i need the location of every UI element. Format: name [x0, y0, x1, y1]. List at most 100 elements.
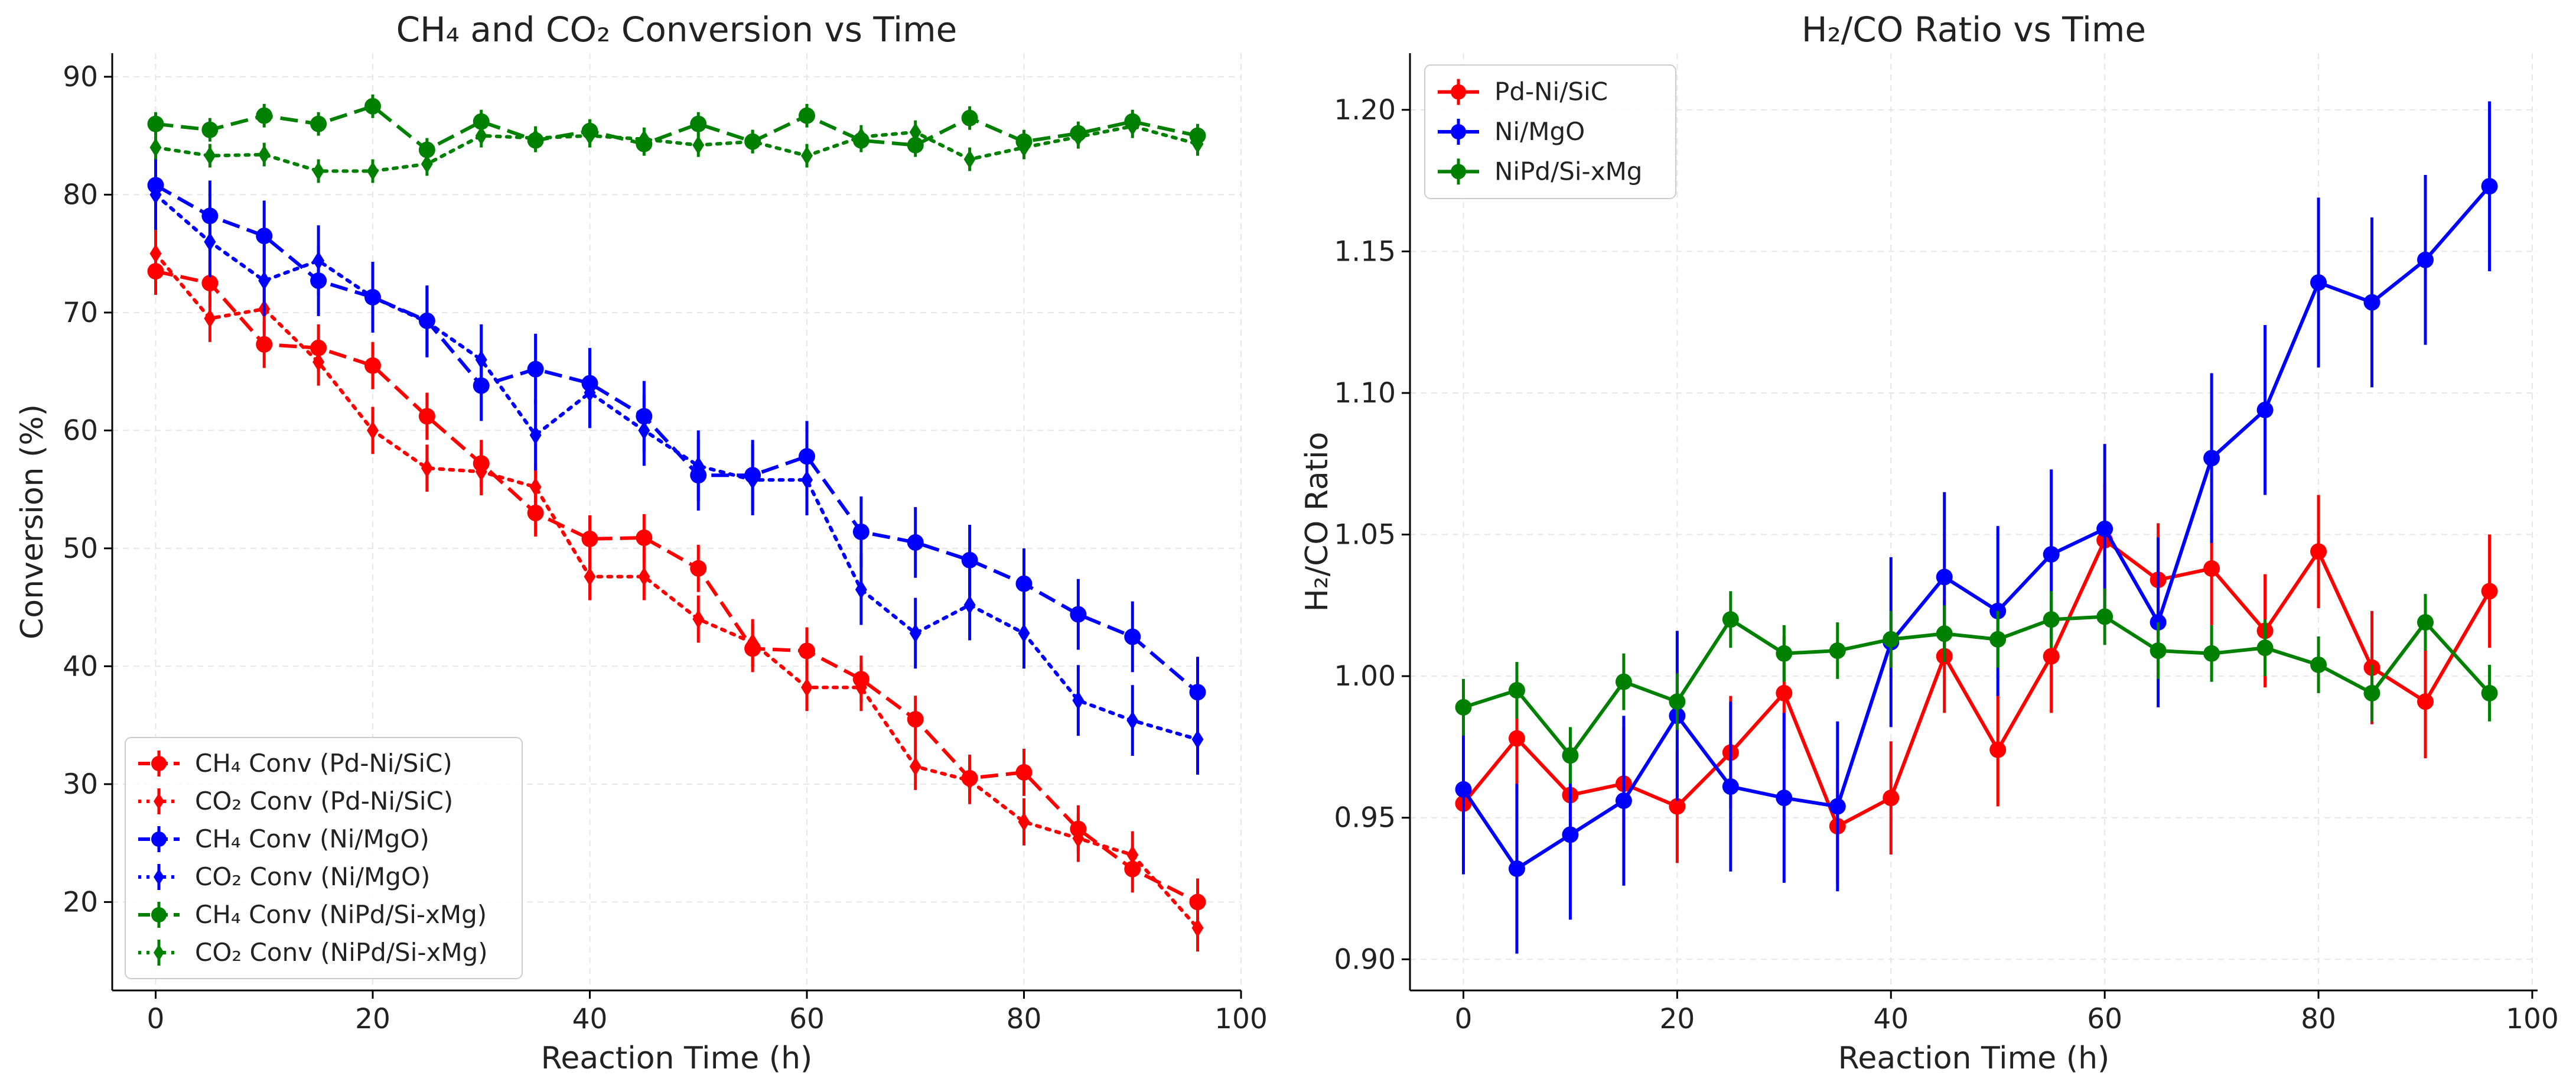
x-tick-label: 20	[1659, 1003, 1695, 1035]
x-tick-label: 20	[355, 1003, 390, 1035]
data-point	[690, 560, 707, 577]
legend-label-pd-ni-sic: Pd-Ni/SiC	[1494, 77, 1608, 106]
data-point	[473, 113, 490, 130]
data-point	[1776, 645, 1793, 662]
y-tick-label: 80	[63, 178, 98, 211]
data-point	[909, 756, 921, 776]
data-point	[909, 623, 921, 643]
y-tick-label: 70	[63, 297, 98, 329]
data-point	[584, 383, 596, 402]
x-tick-label: 0	[147, 1003, 165, 1035]
legend: CH₄ Conv (Pd-Ni/SiC) CO₂ Conv (Pd-Ni/SiC)…	[125, 737, 523, 979]
x-tick-label: 40	[1873, 1003, 1909, 1035]
data-point	[421, 459, 433, 478]
data-point	[1776, 684, 1793, 701]
data-point	[1615, 673, 1632, 690]
data-point	[801, 146, 813, 165]
data-point	[2203, 645, 2220, 662]
data-point	[1883, 790, 1900, 807]
series-co2-conv-ni-mgo	[149, 159, 1204, 775]
x-tick-label: 60	[2087, 1003, 2122, 1035]
series-line-co2-conv-ni-mgo	[154, 193, 1200, 742]
data-point	[799, 642, 815, 660]
y-tick-label: 1.05	[1334, 519, 1396, 551]
data-point	[2310, 543, 2327, 560]
series-co2-conv-pd-ni-sic	[149, 230, 1204, 952]
data-point	[1829, 798, 1846, 815]
data-point	[2363, 684, 2380, 701]
x-tick-label: 0	[1455, 1003, 1473, 1035]
data-point	[963, 771, 976, 790]
data-point	[1508, 682, 1525, 699]
data-point	[1126, 711, 1139, 730]
legend-box	[1424, 64, 1676, 199]
legend-label-co2-conv-pd-ni-sic: CO₂ Conv (Pd-Ni/SiC)	[195, 787, 453, 816]
series-line-ch4-conv-nipd-si-xmg	[155, 104, 1199, 152]
legend-label-ni-mgo: Ni/MgO	[1494, 117, 1585, 146]
chart-title: H₂/CO Ratio vs Time	[1802, 9, 2146, 50]
data-point	[2310, 656, 2327, 673]
data-point	[907, 137, 924, 154]
y-tick-label: 0.90	[1334, 943, 1396, 976]
data-point	[1189, 894, 1206, 911]
legend-swatch-marker	[151, 756, 167, 771]
data-point	[581, 530, 598, 547]
data-point	[961, 109, 978, 126]
data-point	[2310, 274, 2327, 291]
data-point	[2363, 294, 2380, 311]
data-point	[256, 336, 273, 353]
y-tick-label: 1.00	[1334, 660, 1396, 693]
data-point	[909, 122, 921, 142]
data-point	[367, 161, 379, 181]
data-point	[638, 421, 650, 440]
data-point	[1989, 631, 2007, 648]
data-point	[2417, 251, 2434, 268]
data-point	[204, 232, 216, 252]
legend-label-co2-conv-nipd-si-xmg: CO₂ Conv (NiPd/Si-xMg)	[195, 938, 488, 967]
data-point	[747, 470, 759, 490]
data-point	[1722, 611, 1739, 628]
conversion-chart: 0 20 40 60 80 100 20 30 40 50 60 70 80 90 CH₄ and CO₂ …	[15, 9, 1268, 1076]
data-point	[1936, 569, 1953, 586]
data-point	[2256, 401, 2274, 418]
data-point	[312, 352, 325, 372]
data-point	[1722, 778, 1739, 795]
legend-swatch-marker	[154, 793, 164, 810]
data-point	[907, 711, 924, 728]
data-point	[149, 185, 162, 204]
data-point	[2043, 611, 2060, 628]
data-point	[638, 567, 650, 586]
data-point	[852, 523, 869, 540]
legend-swatch-marker	[1451, 164, 1466, 180]
data-point	[1124, 628, 1141, 645]
y-tick-label: 1.15	[1334, 235, 1396, 268]
data-point	[1015, 575, 1033, 592]
data-point	[2256, 639, 2274, 657]
legend-label-ch4-conv-pd-ni-sic: CH₄ Conv (Pd-Ni/SiC)	[195, 749, 452, 778]
series-line-ch4-conv-pd-ni-sic	[155, 269, 1199, 904]
data-point	[2481, 178, 2498, 195]
y-tick-label: 50	[63, 532, 98, 565]
series-ch4-conv-nipd-si-xmg	[147, 94, 1206, 162]
data-point	[638, 129, 650, 149]
legend-swatch-marker	[151, 907, 167, 922]
data-point	[312, 251, 325, 271]
x-tick-label: 100	[2506, 1003, 2559, 1035]
data-point	[1615, 792, 1632, 809]
legend-label-co2-conv-ni-mgo: CO₂ Conv (Ni/MgO)	[195, 862, 430, 891]
data-point	[2043, 546, 2060, 563]
y-axis-label: Conversion (%)	[15, 404, 50, 639]
data-point	[799, 107, 815, 124]
data-point	[1189, 684, 1206, 701]
series-co2-conv-nipd-si-xmg	[149, 114, 1204, 183]
data-point	[1562, 747, 1579, 764]
data-point	[855, 127, 867, 147]
y-tick-label: 1.10	[1334, 377, 1396, 410]
legend-label-nipd-si-xmg: NiPd/Si-xMg	[1494, 157, 1642, 186]
x-tick-label: 60	[789, 1003, 825, 1035]
data-point	[1191, 730, 1204, 749]
x-tick-label: 40	[572, 1003, 608, 1035]
data-point	[1191, 918, 1204, 938]
y-tick-label: 20	[63, 886, 98, 918]
data-point	[692, 456, 705, 476]
